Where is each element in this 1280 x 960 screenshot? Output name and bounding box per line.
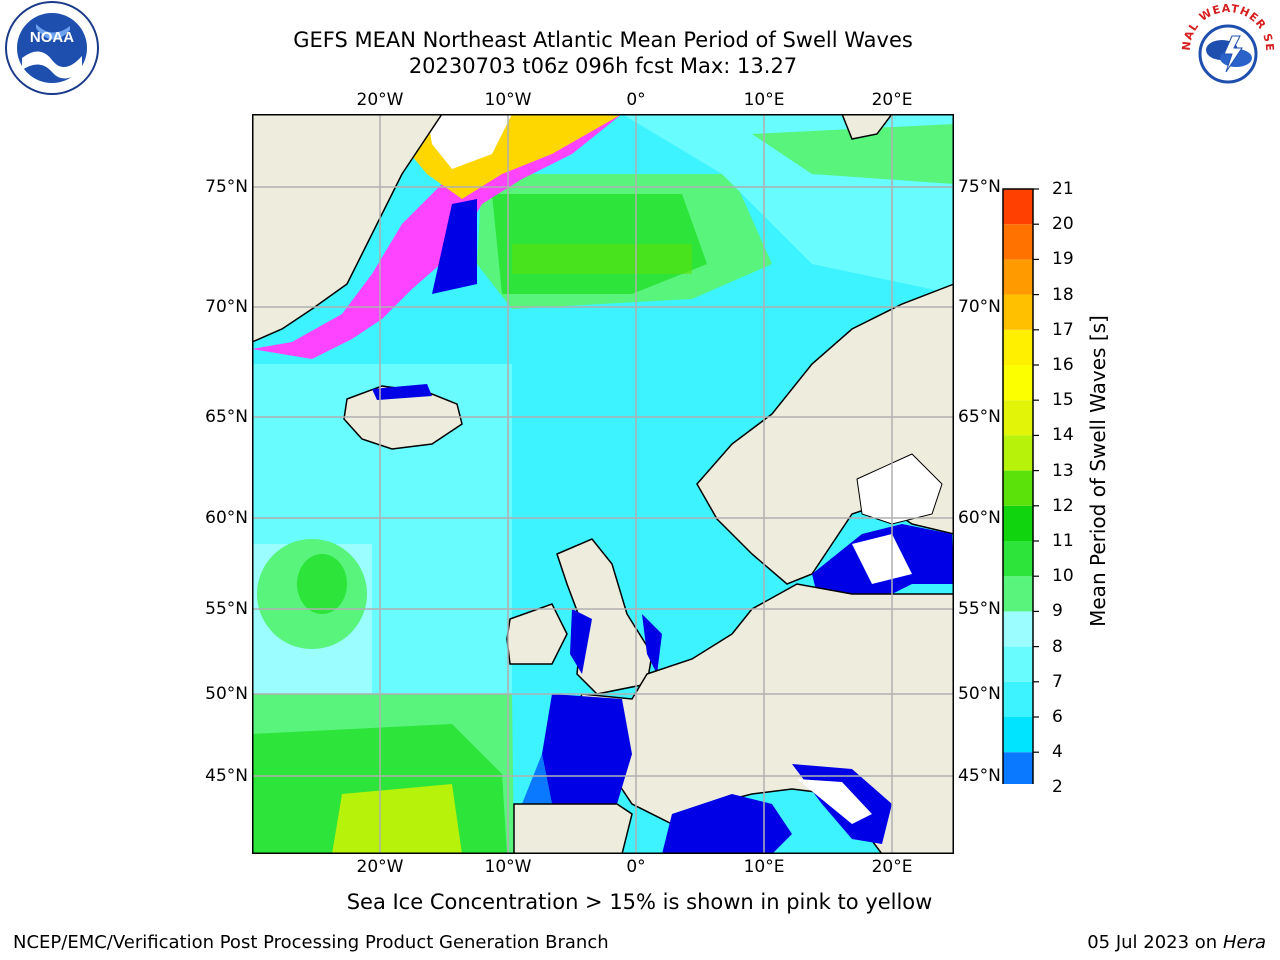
colorbar-bin <box>1003 365 1033 401</box>
footer-date-text: 05 Jul 2023 on <box>1087 932 1223 953</box>
colorbar-bin <box>1003 646 1033 682</box>
colorbar-tick-label: 9 <box>1052 601 1063 622</box>
colorbar-bin <box>1003 294 1033 330</box>
lon-label-bottom: 10°W <box>484 857 532 877</box>
colorbar-tick-label: 14 <box>1052 425 1074 446</box>
sea-ice-caption: Sea Ice Concentration > 15% is shown in … <box>346 890 933 914</box>
colorbar-bin <box>1003 329 1033 365</box>
colorbar-bin <box>1003 224 1033 260</box>
map-frame <box>252 114 954 854</box>
footer-date: 05 Jul 2023 on Hera <box>1087 932 1266 953</box>
colorbar-tick-label: 13 <box>1052 460 1074 481</box>
colorbar-tick-label: 4 <box>1052 742 1063 763</box>
colorbar-tick-label: 20 <box>1052 214 1074 235</box>
colorbar-bin <box>1003 435 1033 471</box>
chart-title: GEFS MEAN Northeast Atlantic Mean Period… <box>293 28 913 52</box>
lat-label-left: 55°N <box>205 599 248 619</box>
colorbar-tick-label: 8 <box>1052 636 1063 657</box>
colorbar-tick-label: 11 <box>1052 531 1074 551</box>
lon-label-bottom: 20°W <box>356 857 404 877</box>
lat-label-left: 45°N <box>205 766 248 786</box>
colorbar-tick-label: 6 <box>1052 707 1063 727</box>
colorbar-tick-label: 15 <box>1052 390 1074 411</box>
colorbar-tick-label: 17 <box>1052 319 1074 340</box>
lon-label-bottom: 20°E <box>871 857 913 877</box>
colorbar-tick-label: 10 <box>1052 566 1074 587</box>
colorbar-bin <box>1003 681 1033 717</box>
footer-org: NCEP/EMC/Verification Post Processing Pr… <box>13 932 609 953</box>
lat-label-right: 75°N <box>958 177 1001 197</box>
lat-label-left: 50°N <box>205 684 248 704</box>
colorbar-bin <box>1003 541 1033 577</box>
colorbar-bin <box>1003 717 1033 753</box>
lat-label-right: 60°N <box>958 508 1001 528</box>
colorbar-tick-label: 18 <box>1052 284 1074 305</box>
colorbar-bin <box>1003 611 1033 647</box>
lat-label-left: 60°N <box>205 508 248 528</box>
lat-label-right: 45°N <box>958 766 1001 786</box>
lat-label-left: 65°N <box>205 407 248 427</box>
colorbar-bin <box>1003 505 1033 541</box>
lon-label-top: 10°W <box>484 90 532 110</box>
lat-label-left: 70°N <box>205 297 248 317</box>
noaa-logo: NOAA <box>0 0 104 104</box>
colorbar-tick-label: 2 <box>1052 777 1063 798</box>
colorbar-label: Mean Period of Swell Waves [s] <box>1086 315 1110 627</box>
colorbar-bin <box>1003 259 1033 295</box>
footer-host: Hera <box>1222 932 1266 953</box>
noaa-logo-text: NOAA <box>30 29 74 46</box>
colorbar-tick-label: 12 <box>1052 495 1074 516</box>
lat-label-right: 55°N <box>958 599 1001 619</box>
lon-label-top: 20°W <box>356 90 404 110</box>
map-gridlines <box>252 114 954 854</box>
colorbar-bin <box>1003 400 1033 436</box>
lat-label-right: 65°N <box>958 407 1001 427</box>
colorbar-tick-label: 16 <box>1052 355 1074 375</box>
chart-subtitle: 20230703 t06z 096h fcst Max: 13.27 <box>408 54 798 78</box>
colorbar-bin <box>1003 576 1033 612</box>
colorbar-bin <box>1003 470 1033 506</box>
colorbar-bin <box>1003 752 1033 784</box>
lon-label-top: 10°E <box>743 90 785 110</box>
map-plot <box>252 114 954 854</box>
lat-label-right: 70°N <box>958 297 1001 317</box>
colorbar-tick-labels: 2 4 6 7 8 9 10 11 12 13 14 15 16 17 18 19 20 21 <box>1052 0 1112 960</box>
lon-label-bottom: 10°E <box>743 857 785 877</box>
lon-label-bottom: 0° <box>626 857 646 877</box>
colorbar-bin <box>1003 189 1033 225</box>
colorbar-tick-label: 19 <box>1052 249 1074 270</box>
lon-label-top: 0° <box>626 90 646 110</box>
colorbar-tick-label: 21 <box>1052 179 1074 199</box>
colorbar-frame <box>1002 188 1034 784</box>
nws-logo: NATIONAL WEATHER SERVICE <box>1171 0 1280 104</box>
lon-label-top: 20°E <box>871 90 913 110</box>
colorbar-tick-label: 7 <box>1052 671 1063 692</box>
colorbar <box>1002 188 1039 784</box>
lat-label-left: 75°N <box>205 177 248 197</box>
lat-label-right: 50°N <box>958 684 1001 704</box>
